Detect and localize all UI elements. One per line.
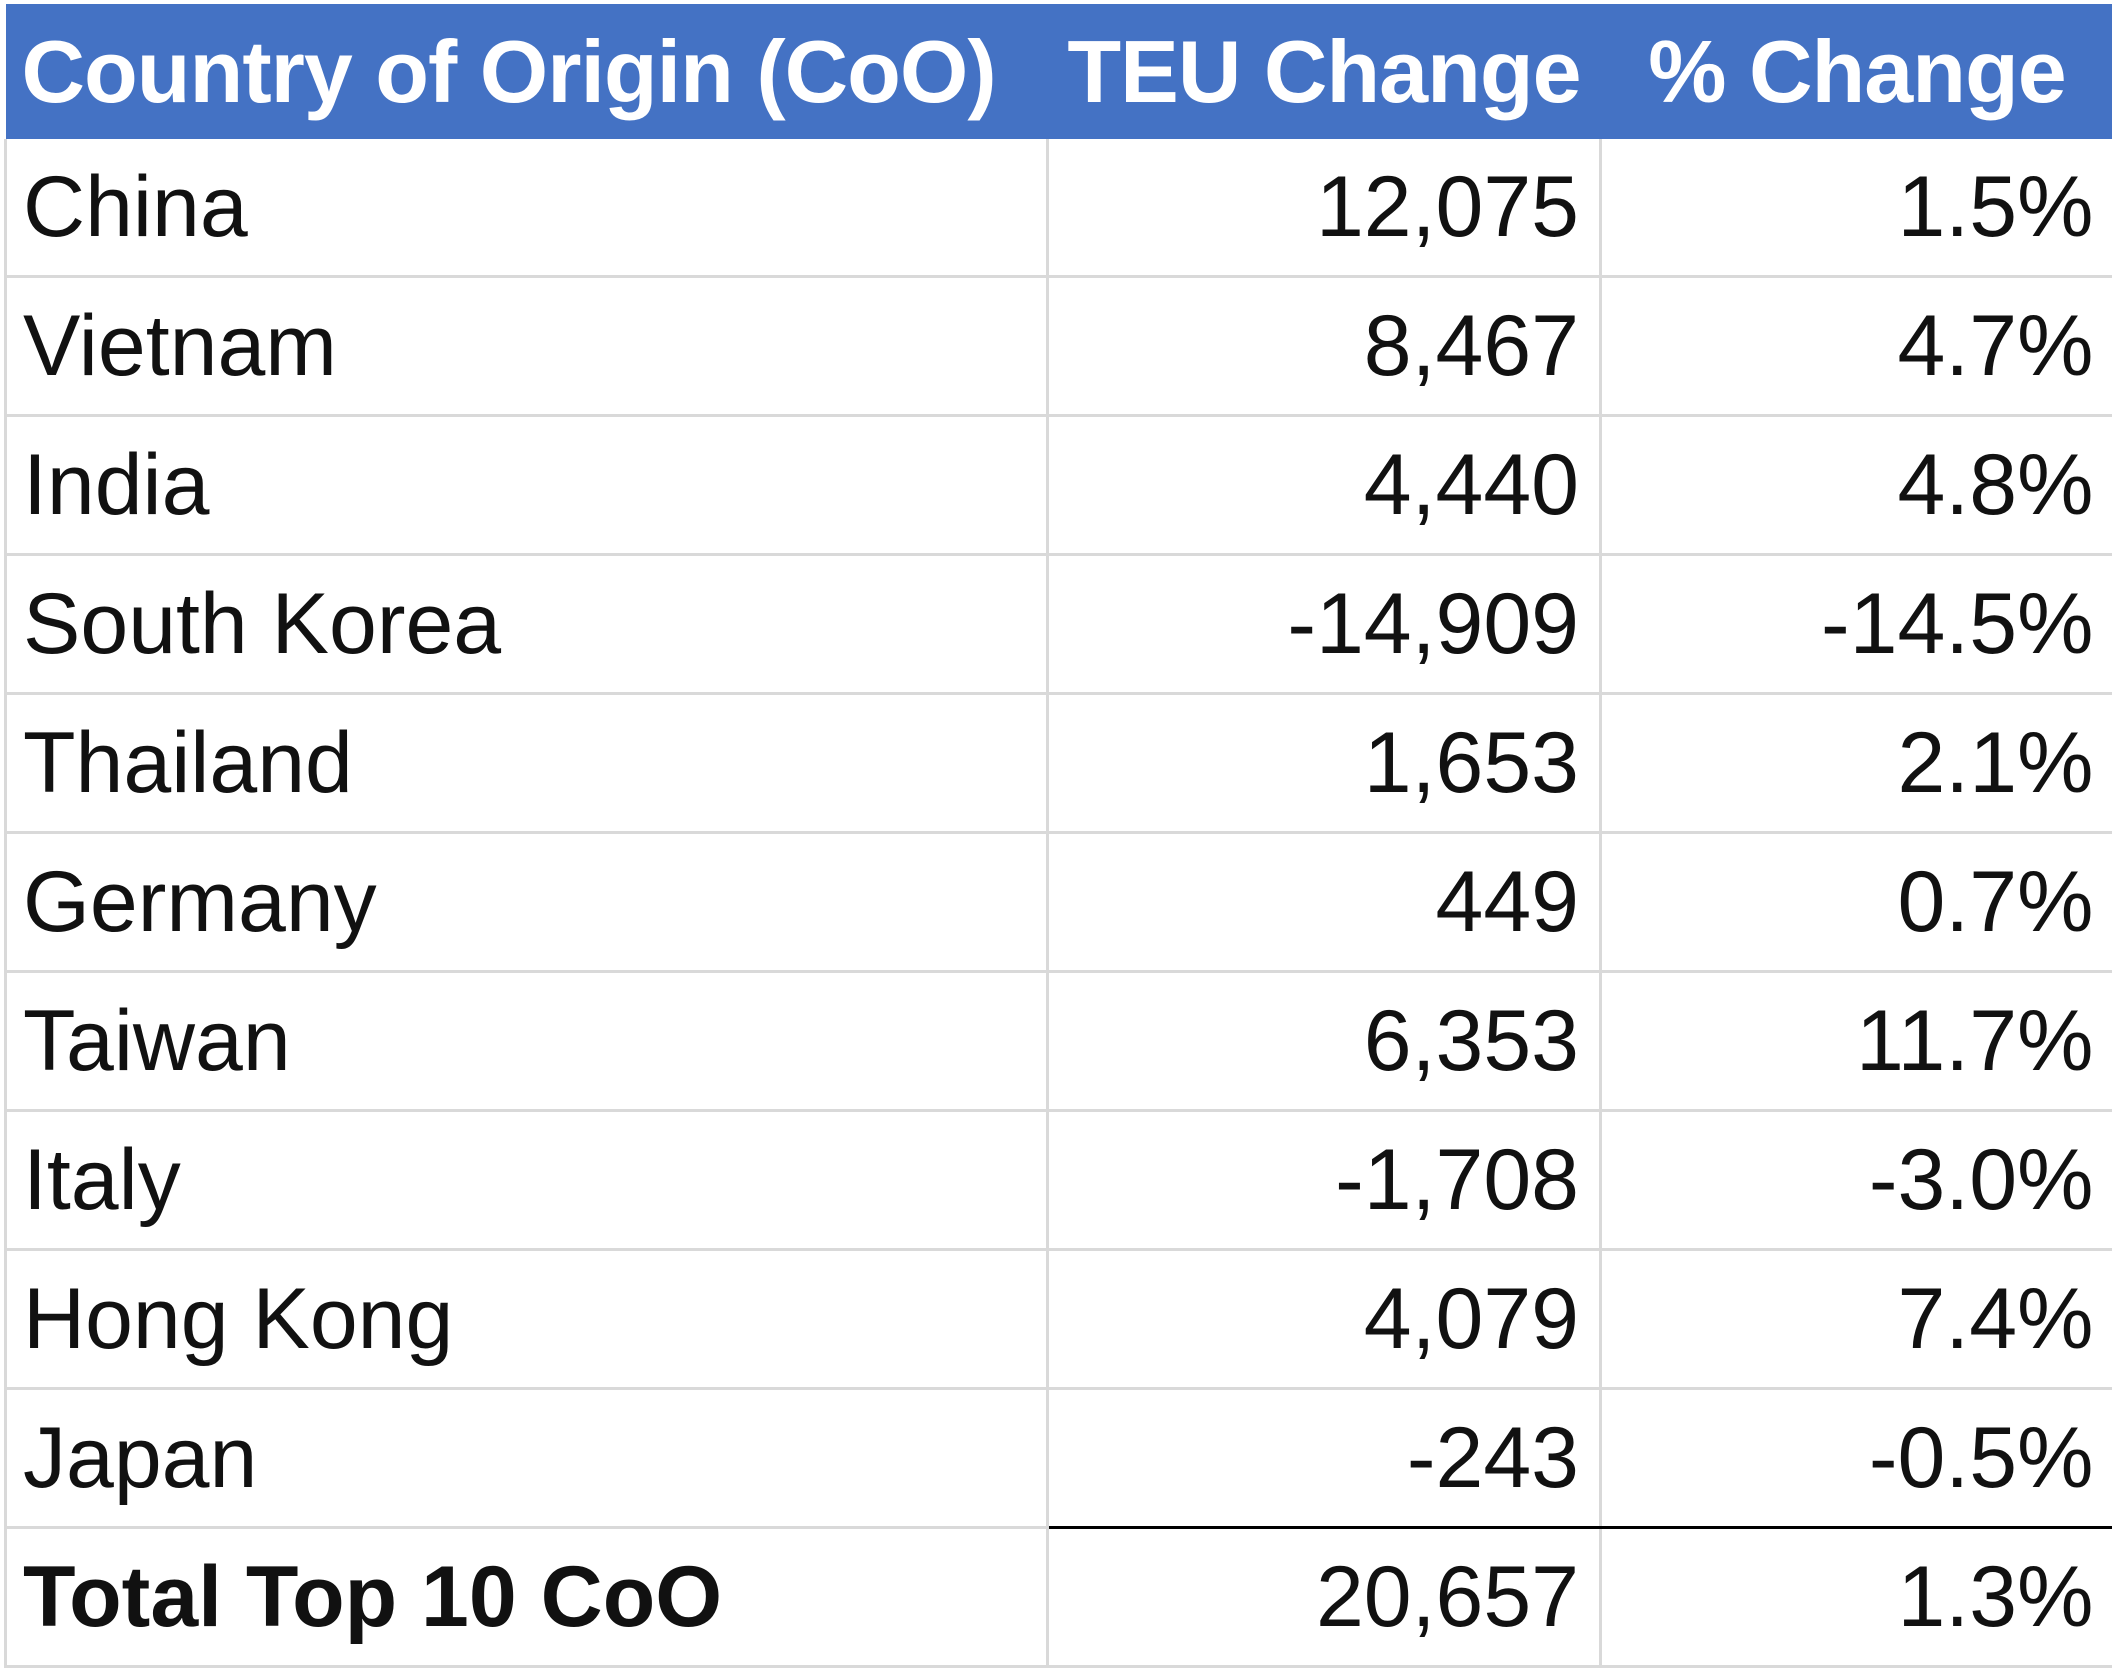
cell-teu-change: 8,467 <box>1048 277 1601 416</box>
cell-country: Hong Kong <box>6 1250 1048 1389</box>
total-pct-change: 1.3% <box>1601 1528 2112 1667</box>
total-row: Total Top 10 CoO 20,657 1.3% <box>6 1528 2112 1667</box>
cell-teu-change: 4,079 <box>1048 1250 1601 1389</box>
header-teu-change: TEU Change <box>1048 4 1601 139</box>
table-row: Italy -1,708 -3.0% <box>6 1111 2112 1250</box>
cell-country: Germany <box>6 833 1048 972</box>
table-row: Vietnam 8,467 4.7% <box>6 277 2112 416</box>
cell-teu-change: 4,440 <box>1048 416 1601 555</box>
cell-pct-change: -0.5% <box>1601 1389 2112 1528</box>
cell-country: Taiwan <box>6 972 1048 1111</box>
header-country: Country of Origin (CoO) <box>6 4 1048 139</box>
cell-country: Italy <box>6 1111 1048 1250</box>
cell-country: China <box>6 139 1048 277</box>
cell-pct-change: 7.4% <box>1601 1250 2112 1389</box>
cell-country: South Korea <box>6 555 1048 694</box>
table-row: China 12,075 1.5% <box>6 139 2112 277</box>
cell-country: Japan <box>6 1389 1048 1528</box>
teu-change-table: Country of Origin (CoO) TEU Change % Cha… <box>4 4 2112 1668</box>
cell-pct-change: 0.7% <box>1601 833 2112 972</box>
cell-teu-change: -14,909 <box>1048 555 1601 694</box>
cell-teu-change: 449 <box>1048 833 1601 972</box>
cell-pct-change: 4.7% <box>1601 277 2112 416</box>
cell-teu-change: 6,353 <box>1048 972 1601 1111</box>
cell-teu-change: 12,075 <box>1048 139 1601 277</box>
total-teu-change: 20,657 <box>1048 1528 1601 1667</box>
table-row: Japan -243 -0.5% <box>6 1389 2112 1528</box>
cell-country: Thailand <box>6 694 1048 833</box>
table-row: Taiwan 6,353 11.7% <box>6 972 2112 1111</box>
table-row: Germany 449 0.7% <box>6 833 2112 972</box>
total-label: Total Top 10 CoO <box>6 1528 1048 1667</box>
cell-teu-change: -243 <box>1048 1389 1601 1528</box>
cell-pct-change: 2.1% <box>1601 694 2112 833</box>
cell-teu-change: 1,653 <box>1048 694 1601 833</box>
cell-country: Vietnam <box>6 277 1048 416</box>
cell-pct-change: 1.5% <box>1601 139 2112 277</box>
cell-pct-change: 11.7% <box>1601 972 2112 1111</box>
cell-pct-change: 4.8% <box>1601 416 2112 555</box>
cell-teu-change: -1,708 <box>1048 1111 1601 1250</box>
table-row: Hong Kong 4,079 7.4% <box>6 1250 2112 1389</box>
table-row: Thailand 1,653 2.1% <box>6 694 2112 833</box>
cell-pct-change: -3.0% <box>1601 1111 2112 1250</box>
header-row: Country of Origin (CoO) TEU Change % Cha… <box>6 4 2112 139</box>
cell-country: India <box>6 416 1048 555</box>
table-row: South Korea -14,909 -14.5% <box>6 555 2112 694</box>
cell-pct-change: -14.5% <box>1601 555 2112 694</box>
table-row: India 4,440 4.8% <box>6 416 2112 555</box>
header-pct-change: % Change <box>1601 4 2112 139</box>
